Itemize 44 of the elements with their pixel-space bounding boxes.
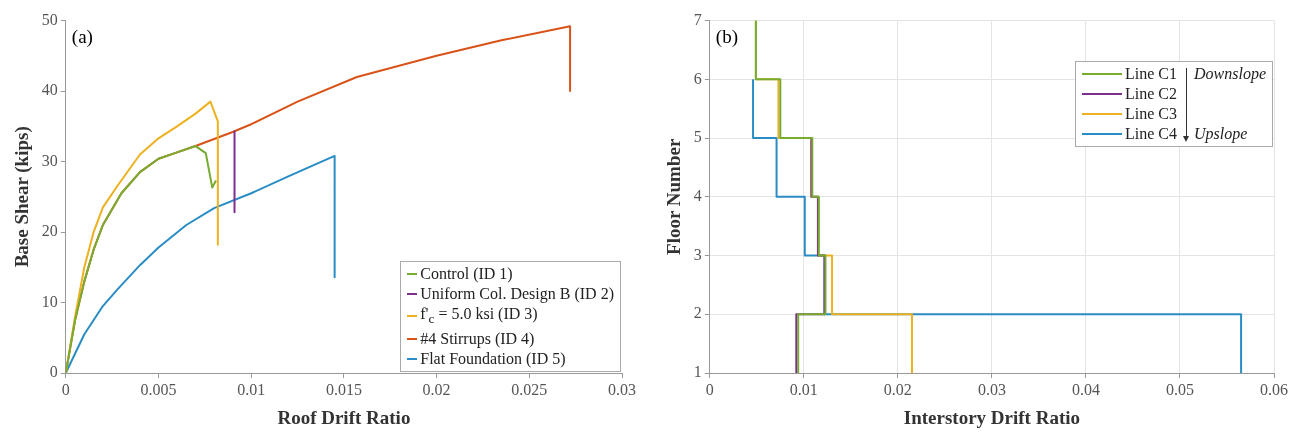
x-tick-label: 0.025 [511,380,548,398]
x-tick-label: 0.015 [325,380,362,398]
x-tick-label: 0.03 [608,380,636,398]
x-axis-title: Interstory Drift Ratio [903,406,1081,428]
y-tick-label: 3 [693,245,702,263]
annotation: Downslope [1194,63,1266,84]
legend-label: f'$_{c}$ = 5.0 ksi (ID 3) [420,303,538,328]
x-tick-label: 0.05 [1165,380,1194,398]
annotation: (b) [715,26,738,49]
y-tick-label: 20 [41,222,58,240]
y-tick-label: 4 [693,187,702,204]
y-tick-label: 2 [693,304,702,322]
legend-label: Line C4 [1125,123,1177,144]
legend-label: Line C2 [1125,83,1177,104]
y-tick-label: 40 [41,81,58,99]
x-tick-label: 0.02 [422,380,451,398]
x-tick-label: 0.01 [789,380,818,398]
y-tick-label: 1 [693,363,702,381]
y-tick-label: 7 [693,10,702,28]
y-axis-title: Base Shear (kips) [11,126,34,268]
legend-label: Control (ID 1) [420,263,513,284]
x-tick-label: 0.06 [1260,380,1288,398]
x-tick-label: 0.03 [977,380,1006,398]
legend-label: Uniform Col. Design B (ID 2) [420,283,614,304]
legend-label: Line C3 [1125,103,1177,124]
annotation: (a) [71,26,93,49]
x-axis-title: Roof Drift Ratio [277,406,411,428]
y-tick-label: 5 [693,128,702,146]
x-tick-label: 0.04 [1071,380,1100,398]
x-tick-label: 0 [61,380,70,398]
legend-label: #4 Stirrups (ID 4) [420,329,535,349]
legend-label: Line C1 [1125,63,1177,84]
y-axis-title: Floor Number [663,138,685,255]
x-tick-label: 0.01 [237,380,266,398]
y-tick-label: 50 [41,10,58,28]
annotation: Upslope [1194,123,1249,144]
y-tick-label: 10 [41,292,58,310]
x-tick-label: 0.005 [140,380,177,398]
x-tick-label: 0.02 [883,380,912,398]
legend-label: Flat Foundation (ID 5) [420,349,566,369]
y-tick-label: 6 [693,69,702,87]
y-tick-label: 30 [41,151,58,169]
y-tick-label: 0 [49,363,58,381]
x-tick-label: 0 [705,380,714,398]
